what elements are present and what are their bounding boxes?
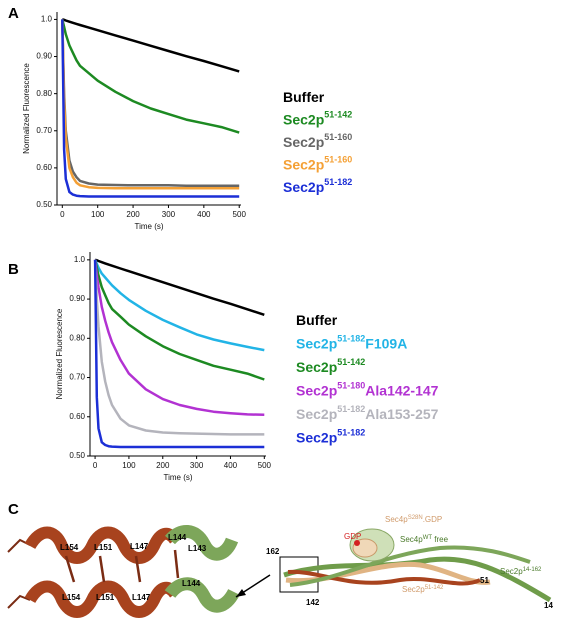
x-tick-label: 100	[91, 210, 105, 219]
residue-number: 142	[306, 598, 320, 607]
x-tick-label: 400	[224, 461, 238, 470]
residue-label: L143	[188, 544, 207, 553]
legend-sup: 51-160	[324, 155, 352, 165]
legend-name: Buffer	[296, 312, 338, 328]
series-line	[93, 259, 265, 352]
residue-label: L154	[62, 593, 81, 602]
y-tick-label: 0.60	[36, 163, 52, 172]
legend-name: Sec2p	[296, 359, 337, 375]
y-axis-title: Normalized Fluorescence	[22, 63, 31, 154]
structure-label: GDP	[344, 532, 361, 541]
y-tick-label: 0.70	[36, 126, 52, 135]
legend-suffix: F109A	[365, 335, 407, 351]
legend-entry: Sec2p51-142	[296, 357, 365, 374]
series-line	[61, 19, 240, 198]
series-line	[93, 259, 265, 381]
series-line	[93, 259, 265, 449]
y-tick-label: 0.80	[69, 333, 85, 342]
legend-sup: 51-182	[337, 404, 365, 414]
x-tick-label: 500	[233, 210, 247, 219]
helix-structure	[7, 525, 552, 618]
series-line	[61, 19, 240, 187]
legend-sup: 51-142	[324, 110, 352, 120]
legend-sup: 51-182	[324, 177, 352, 187]
series-line	[93, 259, 265, 417]
residue-label: L147	[130, 542, 149, 551]
structure-label: Sec2p51-142	[402, 585, 444, 595]
series-line	[62, 18, 240, 73]
legend-entry: Sec2p51-182	[283, 177, 352, 194]
legend-entry: Buffer	[283, 89, 325, 105]
series-line	[61, 19, 240, 190]
x-tick-label: 200	[126, 210, 140, 219]
x-axis-title: Time (s)	[134, 222, 163, 231]
legend-name: Sec2p	[283, 134, 324, 150]
legend-entry: Sec2p51-160	[283, 155, 352, 172]
y-tick-label: 0.60	[69, 412, 85, 421]
x-tick-label: 0	[93, 461, 98, 470]
legend-entry: Sec2p51-182Ala153-257	[296, 404, 439, 421]
legend-entry: Sec2p51-182F109A	[296, 334, 407, 351]
structure-label: Sec4pS28N.GDP	[385, 515, 442, 525]
series-line	[93, 259, 265, 436]
series-line	[61, 19, 240, 134]
residue-number: 51	[480, 576, 489, 585]
legend-name: Sec2p	[283, 111, 324, 127]
residue-label: L144	[168, 533, 187, 542]
legend-entry: Sec2p51-160	[283, 132, 352, 149]
legend-name: Sec2p	[296, 382, 337, 398]
residue-label: L147	[132, 593, 151, 602]
y-tick-label: 1.0	[41, 15, 53, 24]
legend-name: Sec2p	[296, 335, 337, 351]
x-tick-label: 200	[156, 461, 170, 470]
legend-name: Sec2p	[283, 156, 324, 172]
legend-entry: Sec2p51-182	[296, 428, 365, 445]
legend-entry: Sec2p51-180Ala142-147	[296, 381, 439, 398]
legend-sup: 51-142	[337, 357, 365, 367]
x-tick-label: 400	[197, 210, 211, 219]
y-tick-label: 0.50	[69, 451, 85, 460]
legend-sup: 51-180	[337, 381, 365, 391]
legend-sup: 51-160	[324, 132, 352, 142]
residue-number: 162	[266, 547, 280, 556]
y-tick-label: 0.50	[36, 200, 52, 209]
legend-name: Sec2p	[296, 406, 337, 422]
x-tick-label: 500	[258, 461, 272, 470]
panel-label: C	[8, 501, 19, 518]
legend-name: Sec2p	[296, 429, 337, 445]
legend-name: Buffer	[283, 89, 325, 105]
legend-entry: Buffer	[296, 312, 338, 328]
legend-sup: 51-182	[337, 428, 365, 438]
residue-label: L154	[60, 543, 79, 552]
structure-label: Sec2p14-162	[500, 567, 542, 577]
x-tick-label: 0	[60, 210, 65, 219]
residue-label: L151	[96, 593, 115, 602]
panel-label: B	[8, 261, 19, 278]
residue-number: 14	[544, 601, 553, 610]
panel-label: A	[8, 5, 19, 22]
structure-label: Sec4pWT free	[400, 535, 449, 545]
y-axis-title: Normalized Fluorescence	[55, 308, 64, 399]
residue-label: L151	[94, 543, 113, 552]
x-tick-label: 100	[122, 461, 136, 470]
y-tick-label: 0.80	[36, 89, 52, 98]
series-line	[94, 258, 265, 316]
residue-label: L144	[182, 579, 201, 588]
x-tick-label: 300	[162, 210, 176, 219]
y-tick-label: 0.90	[36, 52, 52, 61]
legend-suffix: Ala153-257	[365, 406, 438, 422]
legend-sup: 51-182	[337, 334, 365, 344]
y-tick-label: 1.0	[74, 255, 86, 264]
x-tick-label: 300	[190, 461, 204, 470]
x-axis-title: Time (s)	[163, 473, 192, 482]
legend-name: Sec2p	[283, 179, 324, 195]
legend-entry: Sec2p51-142	[283, 110, 352, 127]
y-tick-label: 0.70	[69, 373, 85, 382]
legend-suffix: Ala142-147	[365, 382, 438, 398]
y-tick-label: 0.90	[69, 294, 85, 303]
